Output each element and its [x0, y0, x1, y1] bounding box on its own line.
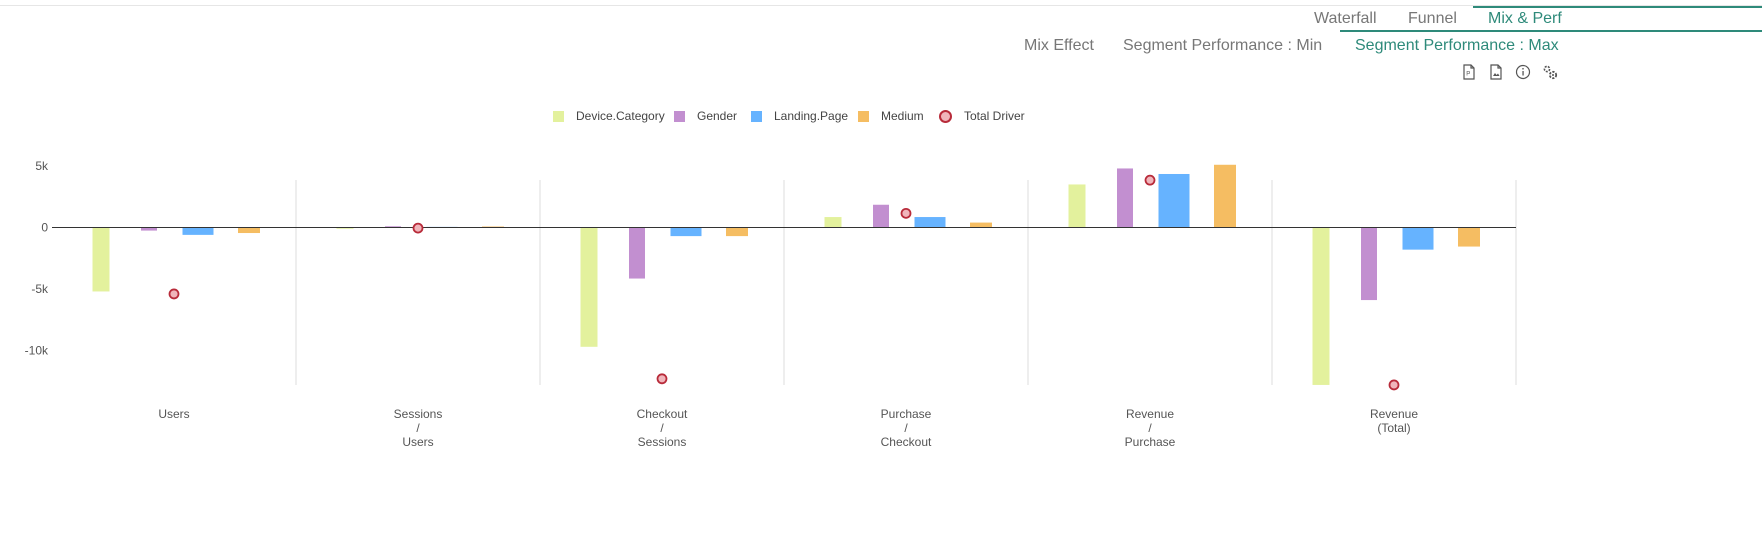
bar-device-category: [92, 227, 110, 292]
legend-label-gender: Gender: [697, 109, 738, 123]
bar-device-category: [336, 227, 354, 229]
legend-item-medium[interactable]: Medium: [858, 108, 924, 124]
x-category-label: Purchase: [881, 407, 932, 421]
legend-item-landing-page[interactable]: Landing.Page: [751, 108, 848, 124]
top-rule: [0, 5, 1762, 6]
bar-device-category: [824, 217, 842, 228]
x-category-label: Checkout: [637, 407, 688, 421]
legend-item-total-driver[interactable]: Total Driver: [939, 108, 1025, 124]
legend-label-medium: Medium: [881, 109, 924, 123]
x-category-label: (Total): [1377, 421, 1410, 435]
subtab-segment-performance-min[interactable]: Segment Performance : Min: [1123, 37, 1323, 54]
y-tick-label: 0: [41, 221, 48, 235]
tab-active-rule: [1473, 6, 1762, 8]
x-category-label: /: [904, 421, 908, 435]
x-category-label: Checkout: [881, 435, 932, 449]
total-driver-marker: [656, 373, 668, 385]
bar-gender: [385, 226, 401, 228]
legend-swatch-landing-page: [751, 110, 762, 122]
tab-mix-perf[interactable]: Mix & Perf: [1488, 10, 1562, 27]
bar-landing-page: [1158, 173, 1190, 228]
x-category-label: /: [1148, 421, 1152, 435]
y-tick-label: 5k: [35, 159, 49, 173]
bar-device-category: [580, 227, 598, 347]
settings-icon[interactable]: [1541, 63, 1559, 81]
bar-landing-page: [182, 227, 214, 235]
x-category-label: Sessions: [638, 435, 687, 449]
y-tick-label: -10k: [25, 344, 49, 358]
x-category-label: Revenue: [1370, 407, 1418, 421]
bar-gender: [1361, 227, 1377, 301]
legend-label-landing-page: Landing.Page: [774, 109, 849, 123]
bar-medium: [238, 227, 260, 234]
bar-device-category: [1068, 184, 1086, 228]
image-export-icon[interactable]: [1487, 63, 1505, 81]
bar-medium: [1458, 227, 1480, 247]
legend-swatch-gender: [674, 110, 685, 122]
total-driver-marker: [900, 207, 912, 219]
legend-item-gender[interactable]: Gender: [674, 108, 737, 124]
x-category-label: /: [660, 421, 664, 435]
x-category-label: Revenue: [1126, 407, 1174, 421]
x-category-label: Sessions: [394, 407, 443, 421]
legend-label-total-driver: Total Driver: [964, 109, 1025, 123]
legend-swatch-device-category: [553, 110, 564, 122]
bar-medium: [1214, 164, 1236, 228]
tab-funnel[interactable]: Funnel: [1408, 10, 1457, 27]
legend-label-device-category: Device.Category: [576, 109, 665, 123]
total-driver-marker: [412, 222, 424, 234]
total-driver-marker: [1144, 174, 1156, 186]
bar-device-category: [1312, 227, 1330, 385]
sub-tabs: Mix Effect Segment Performance : Min Seg…: [0, 30, 1762, 60]
subtab-active-rule: [1340, 30, 1762, 32]
bar-gender: [141, 227, 157, 231]
chart-legend: Device.Category Gender Landing.Page Medi…: [0, 108, 1762, 124]
x-category-label: Users: [402, 435, 433, 449]
subtab-mix-effect[interactable]: Mix Effect: [1024, 37, 1094, 54]
bar-gender: [1117, 168, 1133, 228]
subtab-segment-performance-max[interactable]: Segment Performance : Max: [1355, 37, 1559, 54]
view-tabs: Waterfall Funnel Mix & Perf: [0, 6, 1762, 35]
x-category-label: Users: [158, 407, 189, 421]
bar-medium: [726, 227, 748, 237]
total-driver-marker: [1388, 379, 1400, 391]
bar-landing-page: [1402, 227, 1434, 250]
tab-waterfall[interactable]: Waterfall: [1314, 10, 1377, 27]
x-category-label: Purchase: [1125, 435, 1176, 449]
legend-swatch-medium: [858, 110, 869, 122]
bar-landing-page: [914, 217, 946, 228]
y-tick-label: -5k: [31, 282, 49, 296]
bar-gender: [629, 227, 645, 279]
bar-medium: [970, 222, 992, 228]
info-icon[interactable]: [1514, 63, 1532, 81]
svg-text:P: P: [1466, 72, 1470, 78]
pdf-export-icon[interactable]: P: [1460, 63, 1478, 81]
bar-gender: [873, 204, 889, 228]
total-driver-marker: [168, 288, 180, 300]
legend-marker-total-driver: [939, 109, 952, 123]
bar-landing-page: [670, 227, 702, 237]
x-category-label: /: [416, 421, 420, 435]
legend-item-device-category[interactable]: Device.Category: [553, 108, 665, 124]
